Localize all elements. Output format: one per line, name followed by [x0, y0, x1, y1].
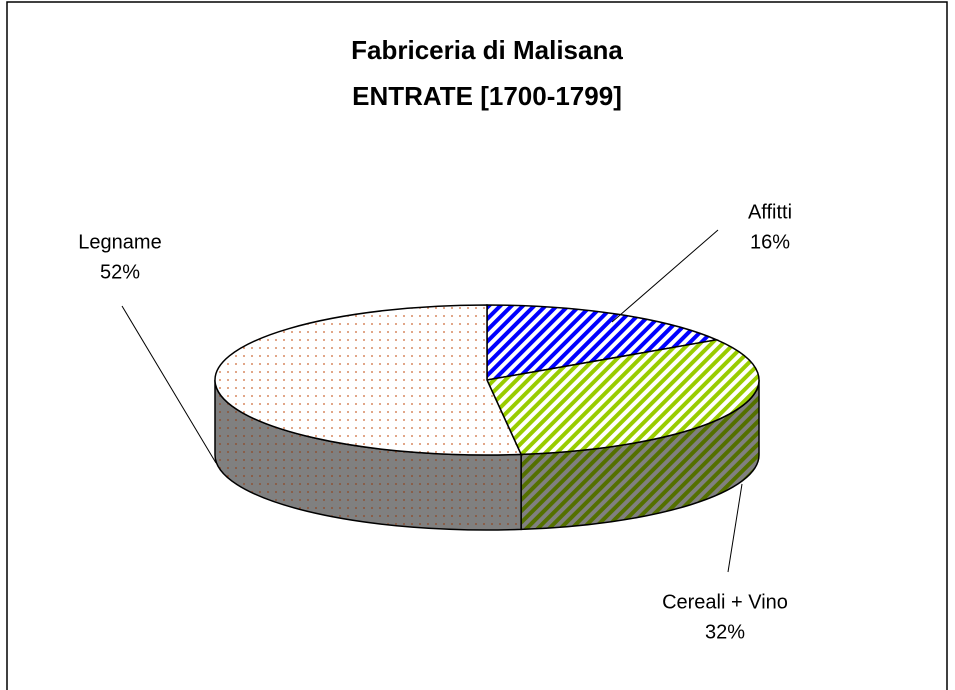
- leader-line: [611, 229, 719, 323]
- pie-slice: [485, 339, 760, 456]
- leader-line: [121, 305, 217, 464]
- chart-frame: [6, 1, 948, 690]
- chart-subtitle: ENTRATE [1700-1799]: [352, 81, 622, 111]
- data-label-value: 32%: [705, 621, 745, 643]
- pie-slice: [214, 304, 523, 456]
- data-label-name: Cereali + Vino: [662, 591, 788, 613]
- data-label-name: Affitti: [748, 201, 792, 223]
- chart-title: Fabriceria di Malisana: [351, 35, 623, 65]
- pie-slice: [486, 304, 720, 381]
- data-label-value: 16%: [750, 231, 790, 253]
- leader-line: [727, 483, 743, 573]
- data-label-value: 52%: [100, 261, 140, 283]
- data-label-name: Legname: [78, 231, 161, 253]
